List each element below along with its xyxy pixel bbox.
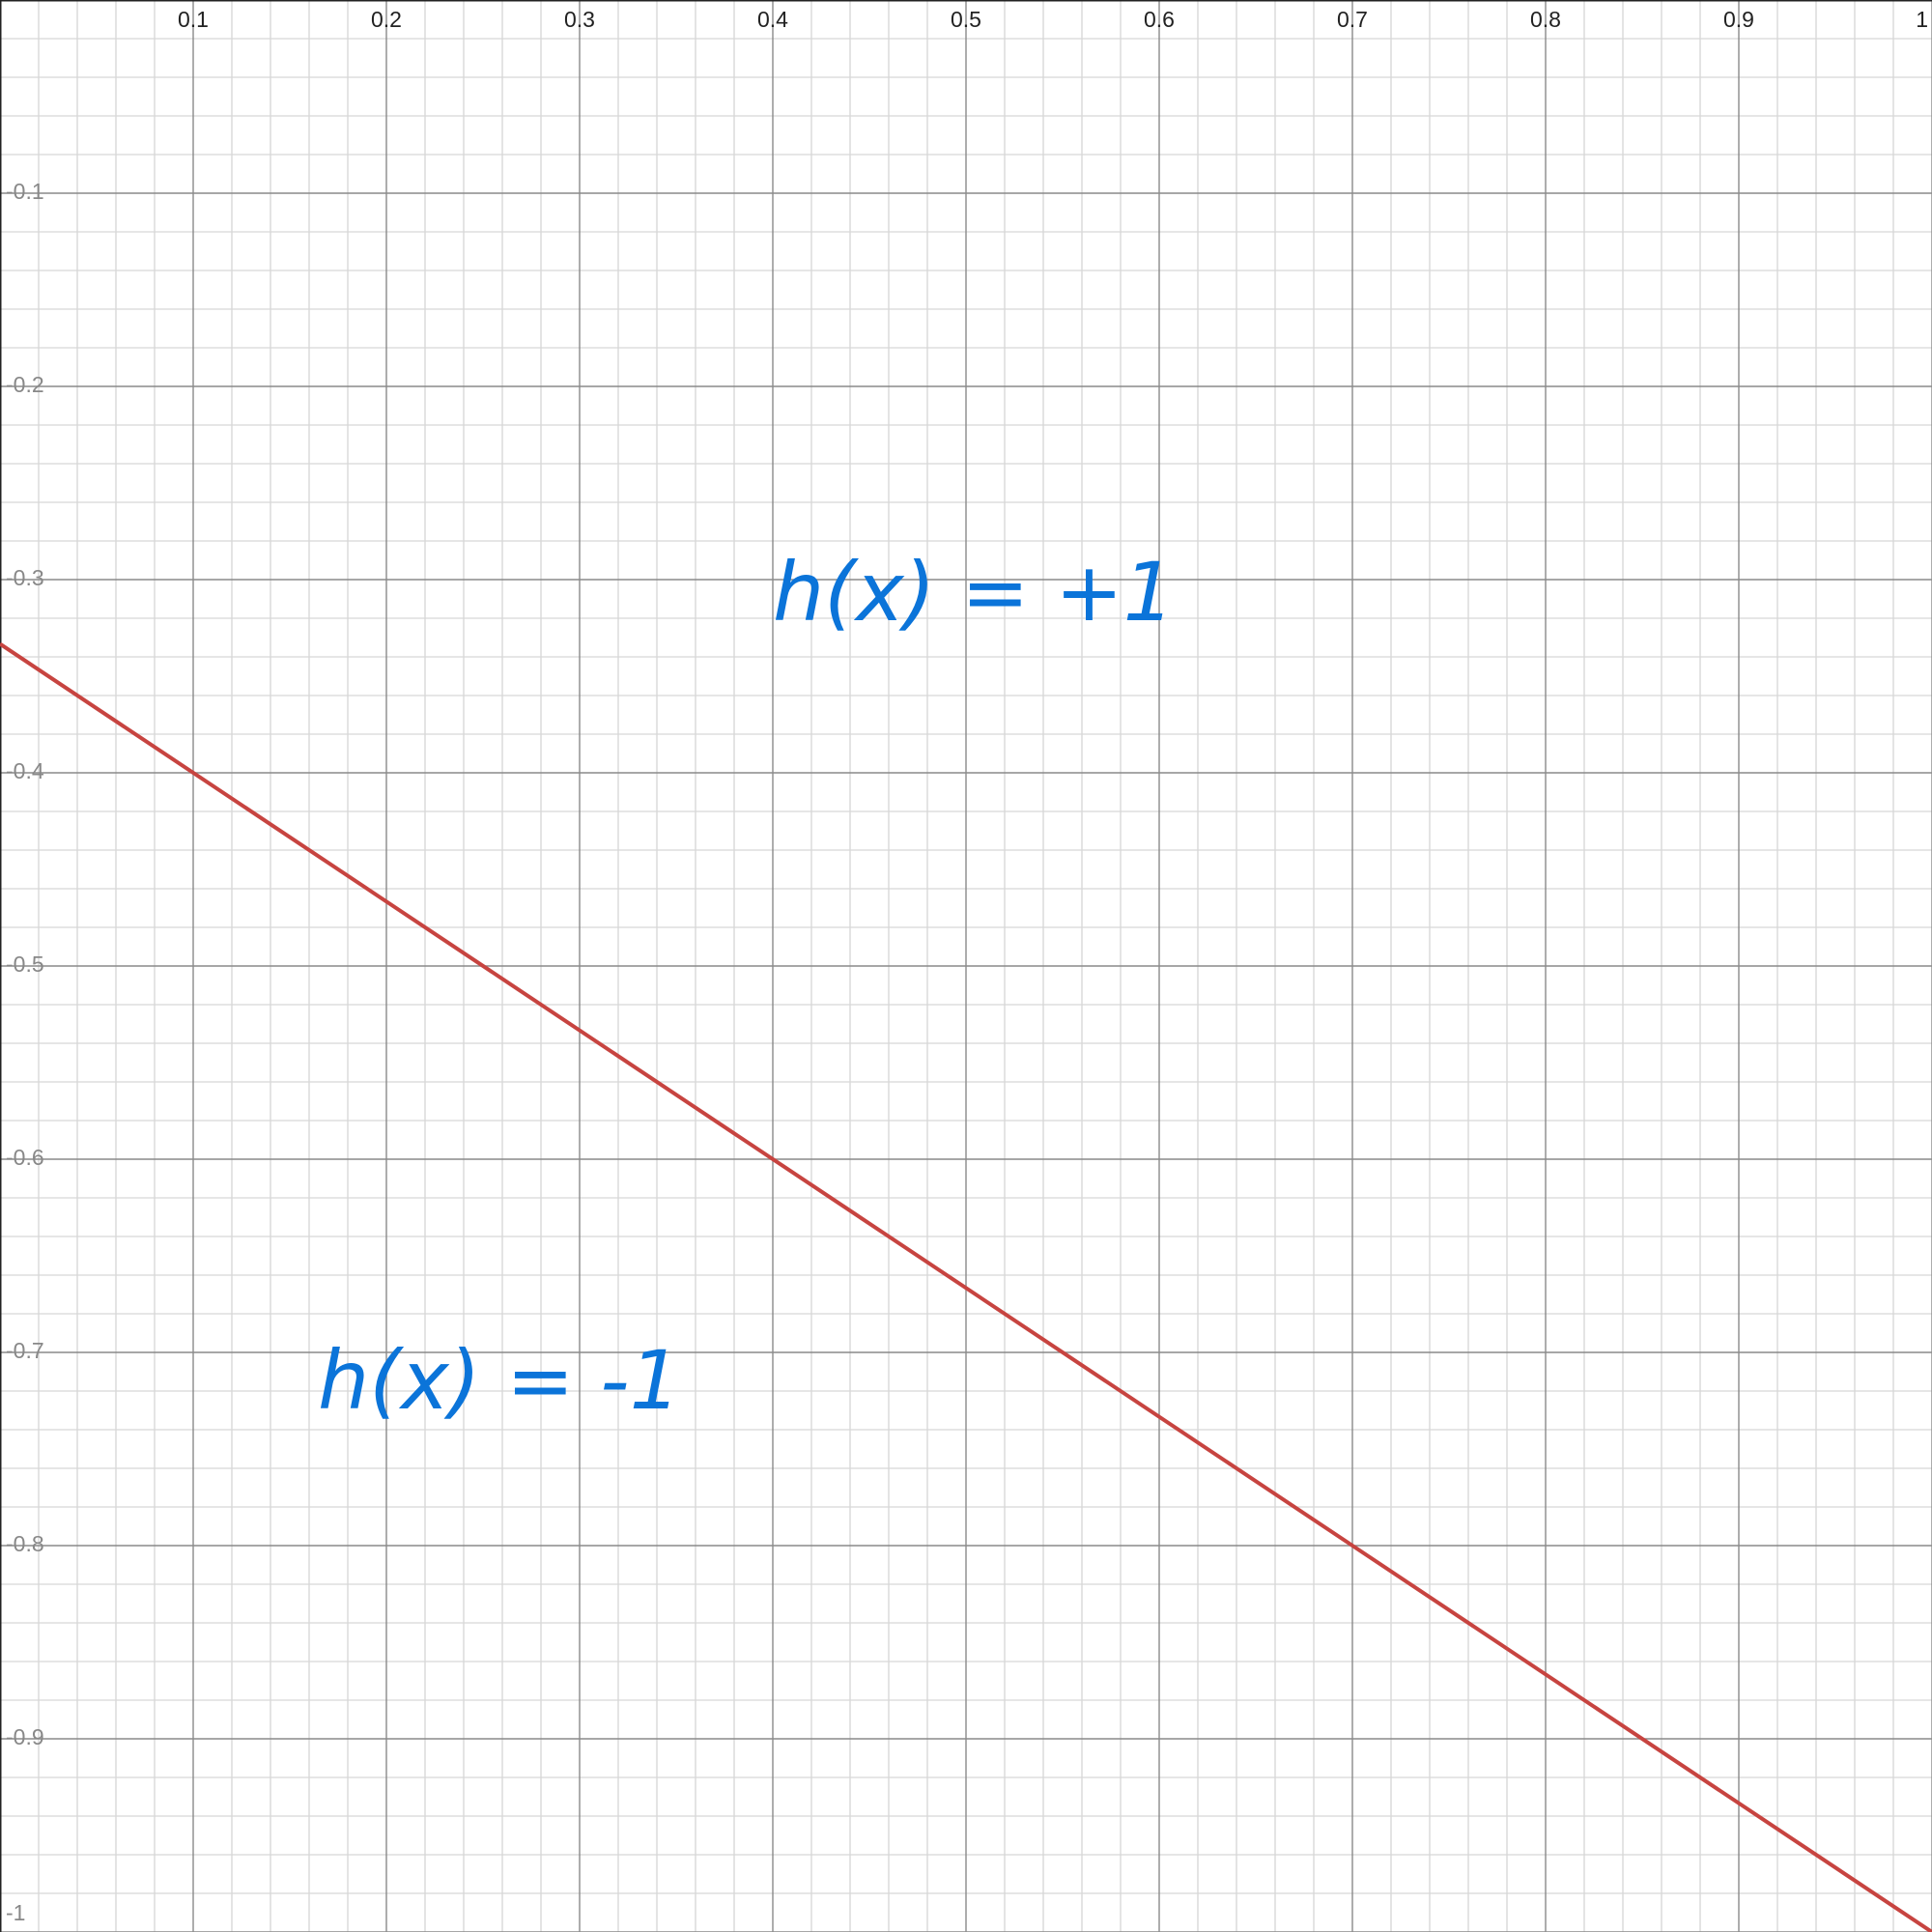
x-tick-label: 0.2: [371, 7, 402, 32]
y-tick-label: -0.3: [6, 565, 44, 590]
x-tick-label: 0.4: [757, 7, 788, 32]
y-tick-label: -0.6: [6, 1145, 44, 1170]
x-tick-label: 0.6: [1144, 7, 1175, 32]
y-tick-label: -1: [6, 1900, 25, 1925]
y-tick-label: -0.4: [6, 758, 44, 783]
y-tick-label: -0.9: [6, 1724, 44, 1749]
y-tick-label: -0.8: [6, 1531, 44, 1556]
y-tick-label: -0.2: [6, 372, 44, 397]
data-line: [0, 641, 1932, 1932]
x-tick-label: 0.3: [564, 7, 595, 32]
y-tick-label: -0.1: [6, 179, 44, 204]
x-tick-label: 1: [1916, 7, 1928, 32]
y-tick-label: -0.7: [6, 1338, 44, 1363]
annotation: h(x) = -1: [318, 1333, 681, 1428]
plot: [0, 641, 1932, 1932]
x-tick-label: 0.5: [951, 7, 981, 32]
annotation: h(x) = +1: [773, 545, 1175, 639]
x-tick-label: 0.7: [1337, 7, 1368, 32]
labels: 0.1 0.2 0.3 0.4 0.5 0.6 0.7 0.8 0.9 1 -0.1 -0.2 -0.3…: [6, 7, 1928, 1925]
x-tick-label: 0.8: [1530, 7, 1561, 32]
x-tick-label: 0.9: [1723, 7, 1754, 32]
x-tick-label: 0.1: [178, 7, 209, 32]
y-tick-label: -0.5: [6, 952, 44, 977]
